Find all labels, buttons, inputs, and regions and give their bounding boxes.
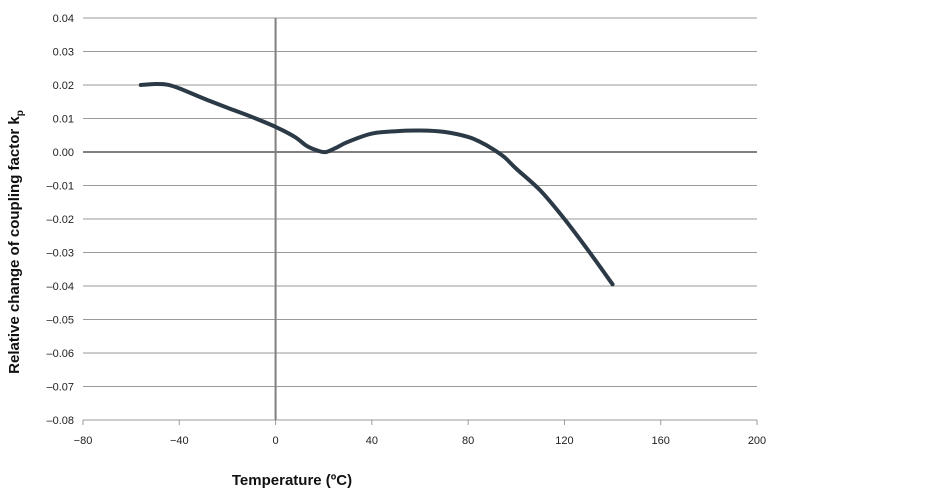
- y-tick-label: –0.04: [46, 281, 74, 293]
- y-axis-title: Relative change of coupling factor kp: [6, 110, 26, 374]
- y-tick-label: 0.04: [53, 13, 74, 25]
- y-tick-label: 0.00: [53, 147, 74, 159]
- y-tick-label: 0.01: [53, 114, 74, 126]
- x-tick-label: 160: [652, 435, 670, 447]
- y-tick-label: 0.03: [53, 47, 74, 59]
- axes: [82, 18, 758, 425]
- x-tick-labels: −80 −40 0 40 80 120 160 200: [74, 435, 767, 447]
- y-tick-label: –0.07: [46, 382, 74, 394]
- y-tick-label: –0.02: [46, 214, 74, 226]
- x-tick-label: 80: [462, 435, 474, 447]
- y-tick-labels: 0.04 0.03 0.02 0.01 0.00 –0.01 –0.02 –0.03 –0.04…: [46, 13, 74, 427]
- y-tick-label: –0.05: [46, 315, 74, 327]
- x-axis-title: Temperature (ºC): [232, 472, 352, 489]
- x-tick-label: −40: [170, 435, 189, 447]
- y-tick-label: –0.01: [46, 181, 74, 193]
- y-tick-label: 0.02: [53, 80, 74, 92]
- y-tick-label: –0.06: [46, 348, 74, 360]
- y-tick-label: –0.08: [46, 415, 74, 427]
- series: [138, 81, 615, 287]
- y-axis-title-main: Relative change of coupling factor k: [6, 116, 23, 374]
- x-tick-label: 120: [555, 435, 573, 447]
- y-tick-label: –0.03: [46, 248, 74, 260]
- x-tick-label: −80: [74, 435, 93, 447]
- x-tick-label: 200: [748, 435, 766, 447]
- x-tick-label: 0: [273, 435, 279, 447]
- x-tick-label: 40: [366, 435, 378, 447]
- y-axis-title-subscript: p: [15, 110, 26, 116]
- gridlines: [83, 17, 757, 421]
- series-line: [138, 81, 615, 287]
